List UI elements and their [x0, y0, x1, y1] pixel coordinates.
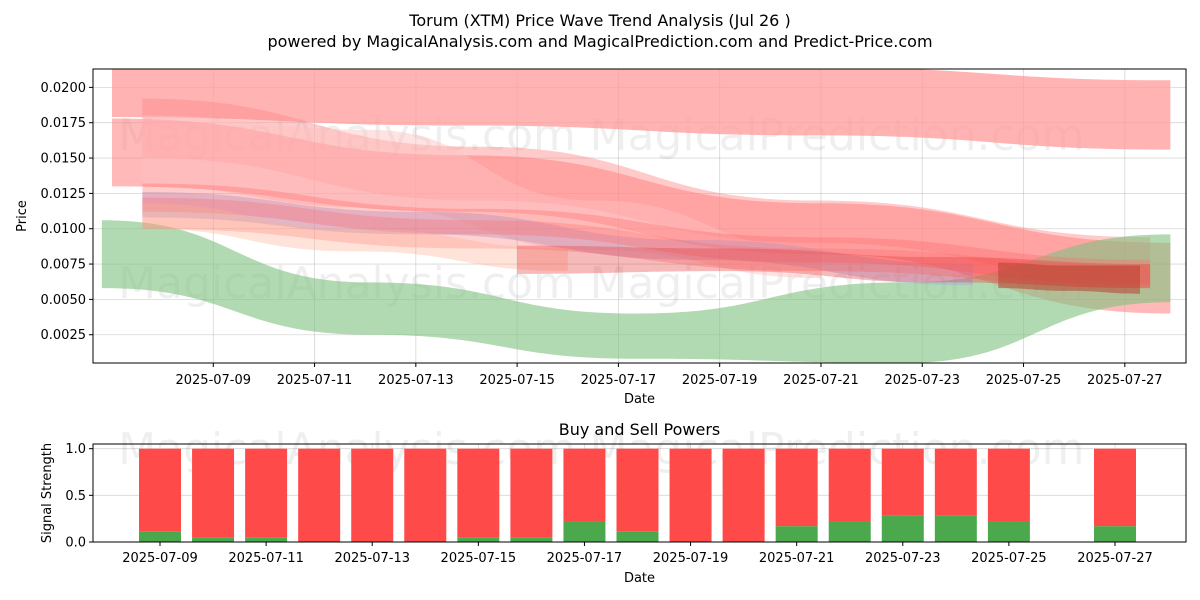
x-tick-label: 2025-07-23: [884, 373, 960, 388]
buy-bar: [1094, 526, 1136, 542]
y-tick-label: 1.0: [65, 442, 86, 457]
sell-bar: [934, 448, 977, 516]
x-tick-label: 2025-07-11: [277, 373, 353, 388]
y-axis-label: Signal Strength: [40, 443, 55, 543]
buy-bar: [775, 526, 818, 542]
y-tick-label: 0.0100: [41, 222, 87, 237]
signal-chart: MagicalAnalysis.comMagicalPrediction.com…: [40, 420, 1187, 586]
price-chart: MagicalAnalysis.com MagicalPrediction.com…: [15, 68, 1187, 407]
sell-bar: [722, 448, 765, 542]
sell-bar: [351, 448, 394, 542]
band-band-mid-red-2: [142, 197, 1151, 289]
buy-bar: [881, 515, 924, 542]
x-tick-label: 2025-07-15: [441, 551, 517, 566]
sell-bar: [828, 448, 871, 522]
sell-bar: [775, 448, 818, 527]
price-axes-frame: [92, 68, 1187, 364]
buy-bar: [510, 537, 553, 542]
x-tick-label: 2025-07-23: [865, 551, 941, 566]
sell-bar: [404, 448, 447, 542]
x-tick-label: 2025-07-13: [334, 551, 410, 566]
band-band-mid-red-1: [142, 183, 1151, 286]
sell-bar: [139, 448, 181, 532]
x-tick-label: 2025-07-25: [971, 551, 1047, 566]
band-band-blue: [142, 191, 973, 286]
buy-bar: [934, 515, 977, 542]
x-axis-label: Date: [624, 571, 655, 586]
buy-bar: [987, 521, 1030, 542]
x-tick-label: 2025-07-25: [986, 373, 1062, 388]
buy-bar: [563, 521, 606, 542]
band-band-wide-red: [111, 118, 1171, 314]
band-band-green: [101, 220, 1171, 363]
sell-bar: [510, 448, 553, 538]
y-tick-label: 0.0150: [41, 152, 87, 167]
buy-bar: [245, 537, 288, 542]
x-tick-label: 2025-07-27: [1077, 551, 1153, 566]
y-tick-label: 0.0: [65, 536, 86, 551]
y-tick-label: 0.0125: [41, 187, 87, 202]
sell-bar: [192, 448, 235, 538]
x-tick-label: 2025-07-21: [759, 551, 835, 566]
band-band-dark-end: [998, 262, 1141, 294]
y-tick-label: 0.5: [65, 489, 86, 504]
x-tick-label: 2025-07-13: [378, 373, 454, 388]
sell-bar: [563, 448, 606, 522]
band-band-top: [111, 69, 1171, 150]
buy-bar: [616, 531, 659, 542]
sell-bar: [616, 448, 659, 532]
buy-bar: [192, 537, 235, 542]
sell-bar: [457, 448, 500, 538]
band-band-deep-red: [517, 245, 1151, 289]
x-tick-label: 2025-07-09: [122, 551, 198, 566]
x-tick-label: 2025-07-19: [682, 373, 758, 388]
signal-chart-title: Buy and Sell Powers: [559, 420, 721, 439]
watermark-text: MagicalAnalysis.com: [118, 424, 576, 475]
sell-bar: [669, 448, 712, 542]
signal-axes-frame: [92, 443, 1187, 543]
y-axis-label: Price: [15, 200, 30, 232]
band-band-orange: [142, 203, 568, 272]
x-axis-label: Date: [624, 392, 655, 407]
x-tick-label: 2025-07-17: [547, 551, 623, 566]
sell-bar: [245, 448, 288, 538]
y-tick-label: 0.0075: [41, 258, 87, 273]
x-tick-label: 2025-07-11: [228, 551, 304, 566]
buy-bar: [457, 537, 500, 542]
band-band-pink-curve: [142, 115, 821, 279]
sell-bar: [987, 448, 1030, 522]
y-tick-label: 0.0050: [41, 293, 87, 308]
y-tick-label: 0.0025: [41, 328, 87, 343]
x-tick-label: 2025-07-15: [479, 373, 555, 388]
buy-bar: [139, 531, 181, 542]
figure-title-line2: powered by MagicalAnalysis.com and Magic…: [267, 32, 932, 51]
x-tick-label: 2025-07-21: [783, 373, 859, 388]
y-tick-label: 0.0200: [41, 81, 87, 96]
sell-bar: [881, 448, 924, 516]
buy-bar: [828, 521, 871, 542]
bands: [101, 69, 1171, 363]
x-tick-label: 2025-07-17: [581, 373, 657, 388]
x-tick-label: 2025-07-27: [1087, 373, 1163, 388]
band-band-upper-red: [142, 98, 1151, 283]
y-tick-label: 0.0175: [41, 116, 87, 131]
sell-bar: [298, 448, 341, 542]
figure-title-line1: Torum (XTM) Price Wave Trend Analysis (J…: [408, 11, 790, 30]
x-tick-label: 2025-07-19: [653, 551, 729, 566]
sell-bar: [1094, 448, 1136, 527]
x-tick-label: 2025-07-09: [175, 373, 251, 388]
